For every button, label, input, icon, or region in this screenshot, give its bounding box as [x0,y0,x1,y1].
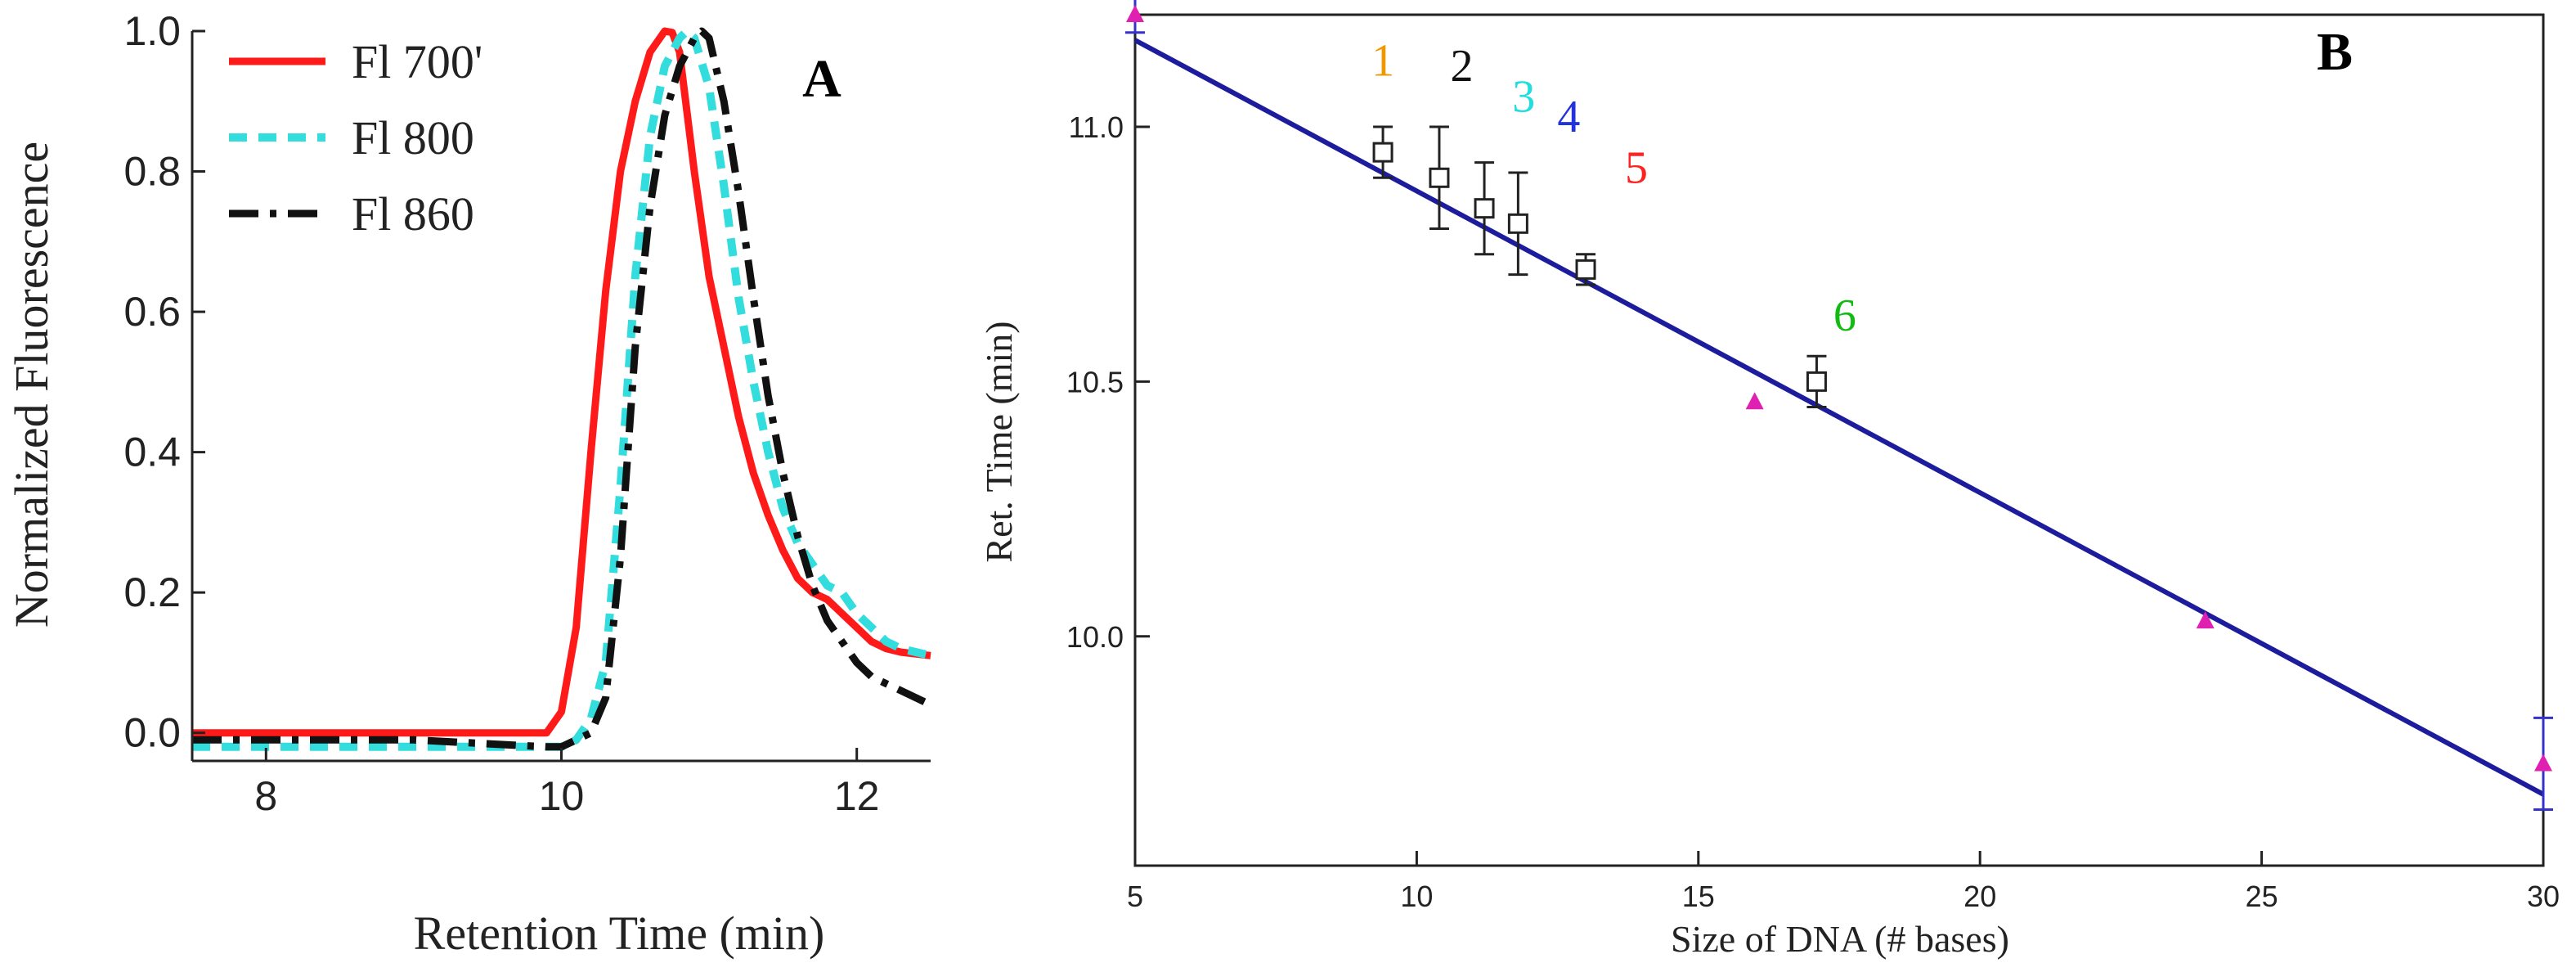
panel-a: 0.00.20.40.60.81.08 10 12 Fl 700'Fl 800Fl … [5,8,932,960]
panel-a-legend: Fl 700' Fl 800 Fl 860 [229,35,482,241]
panel-b-fit-line [1133,38,2545,797]
panel-b-x-axis-label: Size of DNA (# bases) [1671,918,2009,960]
panel-b-sample-point [1474,198,1495,219]
panel-b-annotations: 1 23 45 6 [1371,36,1856,341]
panel-b-peak-label-5: 5 [1625,143,1648,194]
panel-b-label: B [2317,22,2353,82]
panel-b-plot-frame [1133,13,2545,867]
panel-a-series-line-1 [192,27,931,737]
panel-a-y-tick-label: 0.0 [123,710,181,756]
panel-a-legend-label-3: Fl 860 [352,187,474,241]
panel-b-fit-line-group [1133,38,2545,797]
panel-a-legend-label-1: Fl 700' [352,35,482,88]
panel-b-standard-point [1126,5,1144,22]
panel-b: 10.010.511.05 10 15 20 25 30 1 23 456 B Size of… [978,0,2560,960]
panel-b-x-tick-label: 20 [1963,880,1996,913]
panel-a-x-tick-label: 8 [254,773,277,819]
panel-b-peak-label-3: 3 [1512,71,1535,122]
panel-a-y-axis-label: Normalized Fluorescence [5,142,58,628]
panel-a-x-tick-label: 10 [539,773,585,819]
panel-a-x-tick-label: 12 [834,773,880,819]
panel-b-axes: 10.0 10.5 11.0 5 10 15 20 25 30 [1066,110,2560,913]
panel-b-peak-label-6: 6 [1833,290,1856,341]
panel-a-series-line-2 [192,27,932,751]
panel-b-y-tick-label: 10.0 [1066,620,1124,654]
panel-b-y-tick-label: 11.0 [1069,110,1124,144]
panel-b-x-tick-label: 25 [2246,880,2278,913]
panel-a-y-tick-label: 0.2 [123,569,181,615]
panel-b-peak-label-2: 2 [1451,41,1474,92]
panel-a-x-axis-label: Retention Time (min) [414,907,825,960]
panel-b-x-tick-label: 30 [2527,880,2560,913]
panel-a-y-tick-label: 1.0 [123,8,181,54]
panel-b-sample-point [1575,259,1596,280]
panel-b-x-tick-label: 15 [1682,880,1715,913]
panel-b-x-tick-label: 5 [1127,880,1143,913]
panel-b-y-tick-label: 10.5 [1066,365,1124,398]
panel-b-peak-label-4: 4 [1557,92,1580,142]
panel-a-label: A [802,49,841,109]
panel-b-standard-point [1745,392,1764,410]
panel-b-peak-label-1: 1 [1371,36,1394,87]
panel-b-sample-point [1507,213,1528,234]
panel-b-points [1125,0,2553,811]
panel-a-series-group [192,27,932,751]
panel-b-standard-point [2534,754,2552,772]
panel-a-series-line-3 [192,27,932,751]
panel-a-legend-label-2: Fl 800 [352,111,474,164]
panel-b-sample-point [1429,167,1450,188]
panel-a-y-tick-label: 0.8 [123,149,181,195]
panel-a-y-tick-label: 0.4 [123,430,181,475]
panel-b-x-tick-label: 10 [1400,880,1433,913]
panel-a-axes: 0.0 0.2 0.4 0.6 0.8 1.0 8 10 12 [123,8,931,819]
panel-b-standard-point [2196,611,2215,629]
panel-b-y-axis-label: Ret. Time (min) [978,321,1020,562]
panel-b-sample-point [1372,142,1393,163]
panel-b-sample-point [1806,371,1827,392]
panel-a-y-tick-label: 0.6 [123,289,181,335]
